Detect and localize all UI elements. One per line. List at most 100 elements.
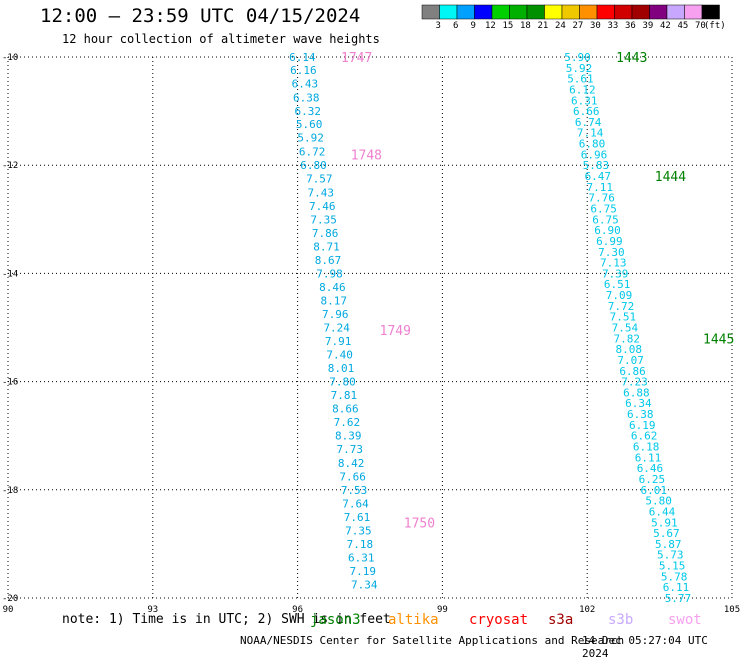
latitude-label: -20	[2, 594, 18, 604]
longitude-label: 99	[437, 605, 448, 615]
colorbar-label: 15	[502, 21, 514, 31]
colorbar-swatch	[631, 4, 650, 20]
wave-height-value: 6.66	[573, 105, 600, 118]
colorbar-label: 24	[555, 21, 566, 31]
page-subtitle: 12 hour collection of altimeter wave hei…	[62, 32, 380, 46]
colorbar-label: 21	[537, 21, 549, 31]
time-label: 1750	[404, 516, 435, 531]
colorbar-label: 3	[435, 21, 441, 31]
wave-height-value: 6.12	[569, 83, 596, 96]
colorbar-label: 18	[520, 21, 531, 31]
wave-height-value: 6.25	[639, 473, 666, 486]
wave-height-value: 6.43	[292, 78, 319, 91]
time-label: 1444	[655, 170, 686, 185]
longitude-label: 102	[579, 605, 595, 615]
wave-height-value: 7.24	[323, 322, 350, 335]
wave-height-value: 7.57	[306, 173, 333, 186]
wave-height-value: 7.73	[336, 443, 363, 456]
wave-height-value: 6.11	[663, 581, 690, 594]
wave-height-value: 6.38	[293, 92, 320, 105]
colorbar-swatch	[561, 4, 580, 20]
wave-height-value: 6.62	[631, 430, 658, 443]
longitude-label: 96	[292, 605, 303, 615]
wave-height-value: 5.73	[657, 549, 684, 562]
wave-height-value: 8.39	[335, 430, 362, 443]
wave-height-value: 6.80	[300, 159, 327, 172]
wave-height-value: 7.35	[345, 524, 372, 537]
wave-height-value: 7.46	[309, 200, 336, 213]
colorbar-label: 33	[607, 21, 619, 31]
time-label: 1748	[351, 148, 382, 163]
wave-height-value: 5.61	[567, 73, 594, 86]
colorbar-swatch	[509, 4, 528, 20]
wave-height-value: 6.38	[627, 408, 654, 421]
wave-height-value: 6.72	[299, 146, 326, 159]
wave-height-value: 7.14	[577, 127, 604, 140]
satellite-legend-item: s3b	[608, 612, 634, 628]
wave-height-value: 6.75	[590, 202, 617, 215]
colorbar-label: 42	[660, 21, 671, 31]
colorbar-label: 39	[642, 21, 654, 31]
wave-height-value: 6.01	[641, 484, 668, 497]
wave-height-value: 7.43	[308, 186, 335, 199]
colorbar-swatch	[421, 4, 440, 20]
latitude-label: -18	[2, 486, 18, 496]
satellite-legend-item: altika	[388, 612, 439, 628]
colorbar-swatch	[526, 4, 545, 20]
latitude-label: -14	[2, 269, 18, 279]
wave-height-value: 6.96	[581, 148, 608, 161]
colorbar-swatch	[666, 4, 685, 20]
colorbar-swatch	[701, 4, 720, 20]
wave-height-value: 7.81	[331, 389, 358, 402]
wave-height-value: 6.11	[635, 451, 662, 464]
wave-height-value: 5.15	[659, 560, 686, 573]
wave-height-value: 8.71	[313, 240, 340, 253]
longitude-label: 105	[724, 605, 740, 615]
wave-height-value: 6.16	[290, 64, 317, 77]
time-label: 1749	[380, 324, 411, 339]
wave-height-value: 8.42	[338, 457, 365, 470]
generated-timestamp: 14 Dec 05:27:04 UTC 2024	[582, 634, 708, 660]
wave-height-value: 7.86	[312, 227, 339, 240]
colorbar-swatch	[579, 4, 598, 20]
wave-height-value: 6.90	[594, 224, 621, 237]
wave-height-value: 5.78	[661, 570, 688, 583]
wave-height-value: 6.99	[596, 235, 623, 248]
wave-height-value: 7.72	[608, 300, 635, 313]
time-label: 1445	[703, 332, 734, 347]
wave-height-value: 8.08	[615, 343, 642, 356]
wave-height-value: 8.67	[315, 254, 342, 267]
colorbar-label: 70	[695, 21, 706, 31]
wave-height-value: 5.92	[297, 132, 324, 145]
colorbar-label: 36	[625, 21, 636, 31]
colorbar-label: 45	[677, 21, 689, 31]
wave-height-value: 6.19	[629, 419, 656, 432]
wave-height-value: 7.62	[334, 416, 361, 429]
wave-height-value: 6.14	[289, 51, 316, 64]
wave-height-value: 6.44	[649, 505, 676, 518]
time-label: 1443	[616, 51, 647, 66]
colorbar-label: 6	[453, 21, 459, 31]
wave-height-value: 5.91	[651, 516, 678, 529]
wave-height-value: 7.61	[344, 511, 371, 524]
wave-height-value: 7.51	[610, 311, 637, 324]
wave-height-value: 7.19	[350, 565, 377, 578]
wave-height-value: 7.82	[614, 332, 641, 345]
wave-height-value: 7.35	[310, 213, 337, 226]
satellite-legend-item: jason3	[310, 612, 361, 628]
wave-height-value: 7.11	[586, 181, 613, 194]
wave-height-value: 5.67	[653, 527, 680, 540]
wave-height-value: 5.87	[655, 538, 682, 551]
colorbar-swatch	[456, 4, 475, 20]
wave-height-value: 6.51	[604, 278, 631, 291]
colorbar-swatch	[474, 4, 493, 20]
wave-height-value: 7.23	[621, 376, 648, 389]
altimeter-tracks: 6.146.166.436.386.325.605.926.726.807.57…	[289, 51, 734, 605]
wave-height-value: 5.90	[564, 51, 591, 64]
colorbar-label: 27	[572, 21, 584, 31]
satellite-legend-item: swot	[668, 612, 702, 628]
wave-height-value: 5.60	[296, 118, 323, 131]
wave-height-value: 6.88	[623, 386, 650, 399]
page-title: 12:00 – 23:59 UTC 04/15/2024	[40, 5, 361, 27]
